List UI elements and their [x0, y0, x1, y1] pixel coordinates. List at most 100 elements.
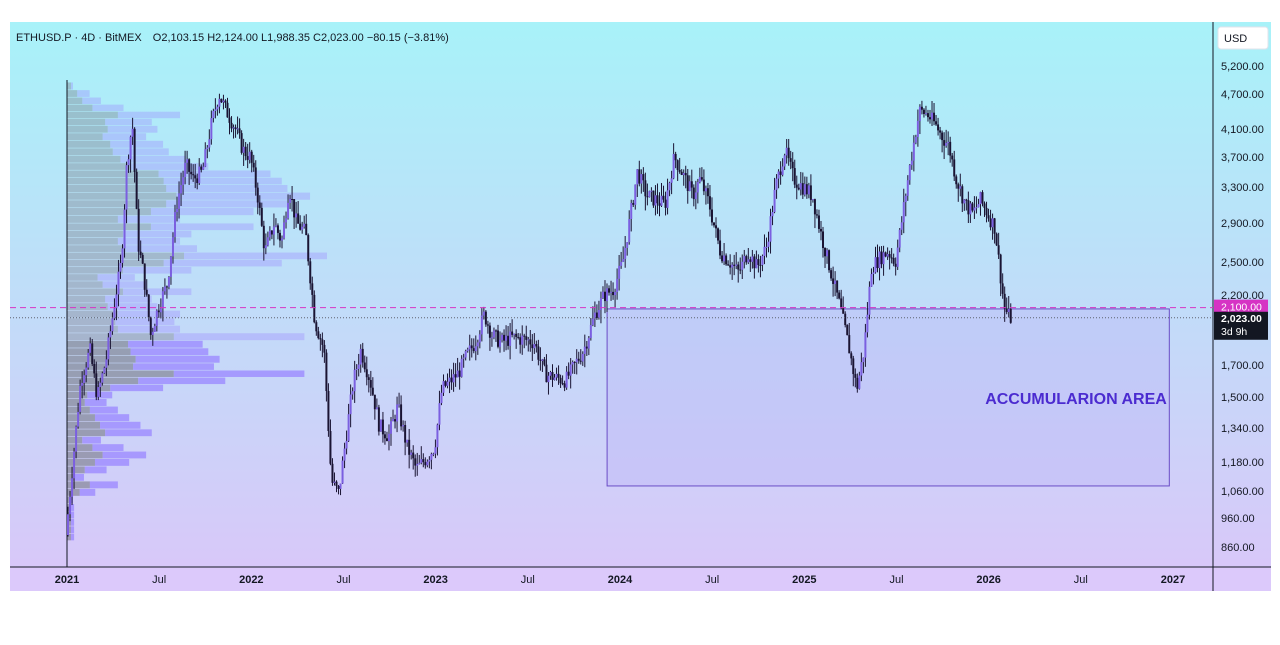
price-tick-label: 3,300.00 [1221, 182, 1264, 194]
volume-profile-bar-up [117, 325, 181, 333]
level-price-tag[interactable]: 2,100.00 [1214, 299, 1268, 314]
title-line: ETHUSD.P · 4D · BitMEX [16, 32, 142, 44]
candle-bull [216, 106, 219, 110]
candle-bear [690, 181, 693, 188]
volume-profile-bar-down [67, 533, 71, 541]
candle-bear [840, 298, 843, 308]
candle-bear [377, 407, 380, 432]
candle-bull [129, 136, 132, 160]
candle-bear [321, 339, 324, 345]
candle-bear [309, 261, 312, 284]
candle-bull [811, 199, 814, 201]
volume-profile-bar-up [71, 82, 73, 90]
candle-bear [369, 380, 372, 388]
volume-profile-bar-down [67, 177, 164, 185]
candle-bull [492, 330, 495, 338]
candle-bear [638, 169, 641, 184]
candle-bear [551, 372, 554, 380]
candle-bear [335, 481, 338, 486]
candle-bear [937, 124, 940, 131]
candle-bear [842, 307, 845, 314]
candle-bear [539, 359, 542, 361]
volume-profile-bar-up [102, 281, 147, 288]
candle-bull [704, 188, 707, 192]
candle-bull [1007, 308, 1010, 313]
volume-profile-bar-down [67, 391, 88, 399]
volume-profile-bar-up [112, 148, 169, 156]
candle-bear [545, 364, 548, 383]
candle-bull [618, 265, 621, 279]
candle-bear [983, 203, 986, 208]
candle-bull [945, 143, 948, 146]
currency-button[interactable]: USD [1217, 26, 1269, 50]
candle-bear [327, 390, 330, 432]
candle-bear [519, 337, 522, 345]
price-axis-pane[interactable] [1213, 22, 1271, 567]
time-axis-pane[interactable] [10, 567, 1271, 591]
candle-bull [547, 375, 550, 383]
candle-bull [723, 255, 726, 262]
candle-bull [763, 246, 766, 256]
candle-bear [854, 374, 857, 378]
volume-profile-bar-up [82, 97, 101, 105]
candle-bear [141, 254, 144, 264]
candle-bear [470, 345, 473, 349]
candle-bull [392, 419, 395, 422]
candle-bear [817, 215, 820, 229]
candle-bull [912, 142, 915, 161]
candle-bear [715, 225, 718, 229]
candle-bull [248, 151, 251, 160]
candle-bear [729, 265, 732, 268]
candle-bull [777, 171, 780, 179]
candle-bear [367, 377, 370, 381]
candle-bull [97, 387, 100, 397]
candle-bull [379, 419, 382, 432]
candle-bear [278, 232, 281, 241]
symbol-legend[interactable]: ETHUSD.P · 4D · BitMEX O2,103.15 H2,124.… [16, 32, 449, 44]
candle-bear [365, 369, 368, 378]
candle-bear [563, 383, 566, 388]
volume-profile-bar-down [67, 185, 167, 193]
candle-bull [904, 195, 907, 203]
candle-bull [285, 218, 288, 223]
candle-bear [192, 174, 195, 176]
candle-bear [537, 346, 540, 360]
candle-bear [725, 255, 728, 265]
candle-bull [153, 325, 156, 332]
candle-bull [505, 335, 508, 341]
candle-bull [872, 272, 875, 275]
accumulation-area-label[interactable]: ACCUMULARION AREA [985, 391, 1167, 408]
candle-bear [444, 381, 447, 386]
volume-profile-bar-up [163, 177, 282, 185]
last-price-tag[interactable]: 2,023.00 3d 9h [1214, 311, 1268, 340]
candle-bull [650, 190, 653, 192]
candle-bull [115, 294, 118, 309]
candle-bull [587, 338, 590, 349]
volume-profile-bar-up [122, 267, 192, 274]
volume-profile-bar-up [94, 458, 130, 466]
candle-bear [143, 263, 146, 290]
candle-bear [997, 245, 1000, 255]
candle-bull [151, 331, 154, 335]
candle-bull [438, 403, 441, 425]
volume-profile-bar-down [67, 82, 71, 90]
volume-profile-bar-down [67, 90, 78, 97]
volume-profile-bar-down [67, 223, 151, 231]
candle-bull [341, 460, 344, 484]
candle-bear [981, 192, 984, 204]
candle-bear [511, 331, 514, 335]
candle-bear [299, 223, 302, 230]
candle-bear [515, 333, 518, 337]
accumulation-area-box[interactable] [606, 308, 1170, 487]
volume-profile-bar-down [67, 503, 71, 511]
candle-bull [69, 496, 72, 515]
candle-bull [289, 199, 292, 203]
candle-bear [933, 112, 936, 122]
candle-bull [610, 291, 613, 293]
volume-profile-bar-down [67, 259, 164, 267]
volume-profile-bar-down [67, 429, 106, 437]
candle-bear [250, 151, 253, 163]
candle-bull [620, 261, 623, 266]
candle-bull [906, 180, 909, 196]
